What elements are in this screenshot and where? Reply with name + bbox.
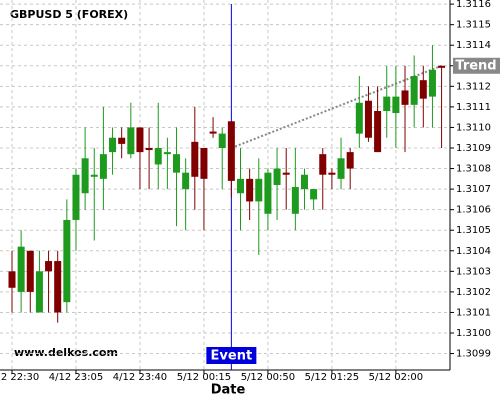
candle-body bbox=[8, 271, 16, 288]
candle-body bbox=[99, 154, 107, 179]
y-tick-label: 1.3103 bbox=[456, 266, 491, 277]
y-tick-label: 1.3114 bbox=[456, 40, 491, 51]
candle-body bbox=[419, 80, 427, 99]
x-tick-label: 5/12 01:25 bbox=[305, 372, 359, 383]
event-label-box bbox=[206, 347, 257, 364]
x-tick-label: 5/12 00:50 bbox=[241, 372, 295, 383]
x-tick-label: 5/12 02:00 bbox=[369, 372, 423, 383]
y-tick-label: 1.3111 bbox=[456, 102, 491, 113]
event-label: Event bbox=[211, 349, 253, 364]
candle-body bbox=[273, 168, 281, 185]
candle-body bbox=[154, 148, 162, 165]
candle-body bbox=[291, 187, 299, 214]
candle-body bbox=[191, 141, 199, 177]
x-tick-label: 4/12 22:30 bbox=[0, 372, 39, 383]
x-tick-label: 5/12 00:15 bbox=[177, 372, 231, 383]
x-tick-label: 4/12 23:40 bbox=[113, 372, 167, 383]
candle-body bbox=[355, 102, 363, 134]
chart-title: GBPUSD 5 (FOREX) bbox=[10, 8, 128, 21]
candle-body bbox=[282, 172, 290, 175]
candle-body bbox=[227, 121, 235, 181]
y-tick-label: 1.3102 bbox=[456, 287, 491, 298]
candle-body bbox=[438, 65, 446, 68]
candle-body bbox=[163, 152, 171, 155]
y-tick-label: 1.3107 bbox=[456, 184, 491, 195]
y-tick-label: 1.3099 bbox=[456, 349, 491, 360]
candle-body bbox=[127, 127, 135, 155]
candle-body bbox=[118, 137, 126, 144]
candle-body bbox=[109, 137, 117, 153]
candle-body bbox=[26, 250, 34, 292]
candle-body bbox=[255, 178, 263, 202]
candle-body bbox=[246, 178, 254, 202]
candle-body bbox=[90, 174, 98, 177]
y-tick-label: 1.3115 bbox=[456, 20, 491, 31]
candle-body bbox=[63, 219, 71, 303]
trend-label-box bbox=[453, 57, 500, 74]
candle-body bbox=[145, 148, 153, 151]
candle-body bbox=[136, 127, 144, 153]
y-tick-label: 1.3104 bbox=[456, 246, 491, 257]
candle-body bbox=[72, 174, 80, 220]
candle-body bbox=[410, 76, 418, 105]
candle-body bbox=[374, 111, 382, 153]
y-tick-label: 1.3116 bbox=[456, 0, 491, 10]
candle-body bbox=[182, 172, 190, 190]
candle-body bbox=[81, 158, 89, 194]
candle-body bbox=[54, 261, 62, 313]
y-tick-label: 1.3109 bbox=[456, 143, 491, 154]
candle-body bbox=[264, 172, 272, 214]
watermark: www.delkos.com bbox=[14, 346, 118, 359]
y-tick-label: 1.3108 bbox=[456, 164, 491, 175]
candle-body bbox=[209, 131, 217, 134]
x-axis-label: Date bbox=[211, 383, 246, 398]
y-tick-label: 1.3100 bbox=[456, 328, 491, 339]
candle-body bbox=[200, 148, 208, 179]
candle-body bbox=[45, 261, 53, 272]
candle-body bbox=[328, 172, 336, 175]
candle-body bbox=[173, 154, 181, 173]
trend-label: Trend bbox=[455, 58, 496, 73]
y-tick-label: 1.3112 bbox=[456, 81, 491, 92]
candle-body bbox=[364, 100, 372, 138]
candle-body bbox=[35, 271, 43, 313]
candle-body bbox=[401, 90, 409, 105]
candle-body bbox=[319, 154, 327, 175]
candle-body bbox=[310, 189, 318, 200]
candle-body bbox=[17, 246, 25, 292]
candle-body bbox=[300, 174, 308, 190]
y-tick-label: 1.3101 bbox=[456, 307, 491, 318]
y-tick-label: 1.3106 bbox=[456, 205, 491, 216]
candle-body bbox=[392, 96, 400, 114]
trend-line bbox=[230, 64, 442, 149]
candle-body bbox=[218, 133, 226, 148]
x-tick-label: 4/12 23:05 bbox=[49, 372, 103, 383]
candle-body bbox=[237, 178, 244, 194]
y-tick-label: 1.3110 bbox=[456, 122, 491, 133]
y-tick-label: 1.3105 bbox=[456, 225, 491, 236]
candle-body bbox=[383, 96, 391, 111]
candle-body bbox=[337, 158, 345, 179]
candle-body bbox=[428, 69, 436, 97]
candle-body bbox=[346, 152, 354, 169]
